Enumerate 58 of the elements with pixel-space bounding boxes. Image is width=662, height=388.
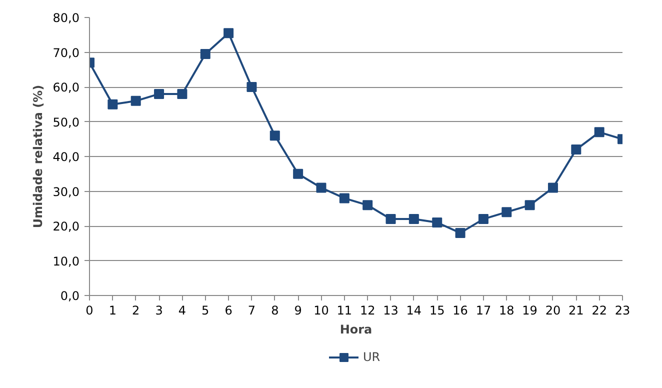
point: [571, 144, 582, 155]
x-tick-label: 7: [248, 304, 256, 318]
x-tick-label: 18: [498, 304, 514, 318]
point: [108, 99, 118, 110]
legend-label: UR: [363, 350, 382, 364]
x-tick-label: 16: [452, 304, 468, 318]
x-tick-label: 13: [383, 304, 398, 318]
y-tick-label: 10,0: [52, 254, 80, 268]
x-tick-label: 2: [132, 304, 140, 318]
x-tick-label: 19: [522, 304, 538, 318]
x-tick-label: 20: [545, 304, 561, 318]
x-tick-label: 9: [294, 304, 302, 318]
x-tick-label: 14: [406, 304, 422, 318]
x-tick-label: 10: [314, 304, 329, 318]
x-tick-label: 21: [568, 304, 584, 318]
x-tick-label: 15: [429, 304, 445, 318]
x-tick-label: 22: [592, 304, 607, 318]
point: [548, 182, 558, 193]
y-tick-label: 20,0: [52, 220, 80, 234]
point: [386, 214, 396, 224]
y-axis-title: Umidade relativa (%): [30, 84, 45, 228]
point: [408, 214, 419, 224]
x-tick-label: 1: [108, 304, 116, 318]
y-tick-label: 60,0: [52, 80, 80, 94]
point: [594, 127, 604, 138]
point: [502, 207, 512, 218]
x-tick-label: 0: [86, 304, 94, 318]
point: [224, 28, 234, 38]
x-tick-label: 17: [476, 304, 492, 318]
y-tick-label: 30,0: [52, 184, 80, 199]
point: [200, 48, 210, 59]
point: [246, 82, 257, 92]
point: [154, 88, 164, 99]
point: [478, 214, 488, 224]
y-tick-label: 40,0: [52, 150, 80, 164]
point: [362, 200, 373, 210]
point: [524, 200, 535, 210]
point: [455, 228, 466, 238]
point: [432, 218, 442, 228]
y-tick-label: 50,0: [52, 115, 80, 130]
y-tick-label: 70,0: [52, 46, 80, 60]
x-axis-title: Hora: [340, 322, 372, 336]
x-tick-label: 6: [224, 304, 232, 318]
point: [316, 182, 326, 193]
point: [293, 168, 304, 179]
point: [130, 96, 141, 106]
x-tick-label: 8: [271, 304, 279, 318]
point: [270, 130, 280, 141]
x-tick-label: 12: [360, 304, 376, 318]
x-tick-label: 3: [155, 304, 163, 318]
y-tick-label: 0,0: [60, 289, 80, 303]
x-tick-label: 4: [178, 304, 186, 318]
y-tick-label: 80,0: [52, 11, 80, 25]
point: [339, 193, 350, 204]
x-tick-label: 23: [614, 304, 630, 318]
point: [177, 88, 188, 99]
x-tick-label: 5: [202, 304, 210, 318]
x-tick-label: 11: [336, 304, 352, 318]
